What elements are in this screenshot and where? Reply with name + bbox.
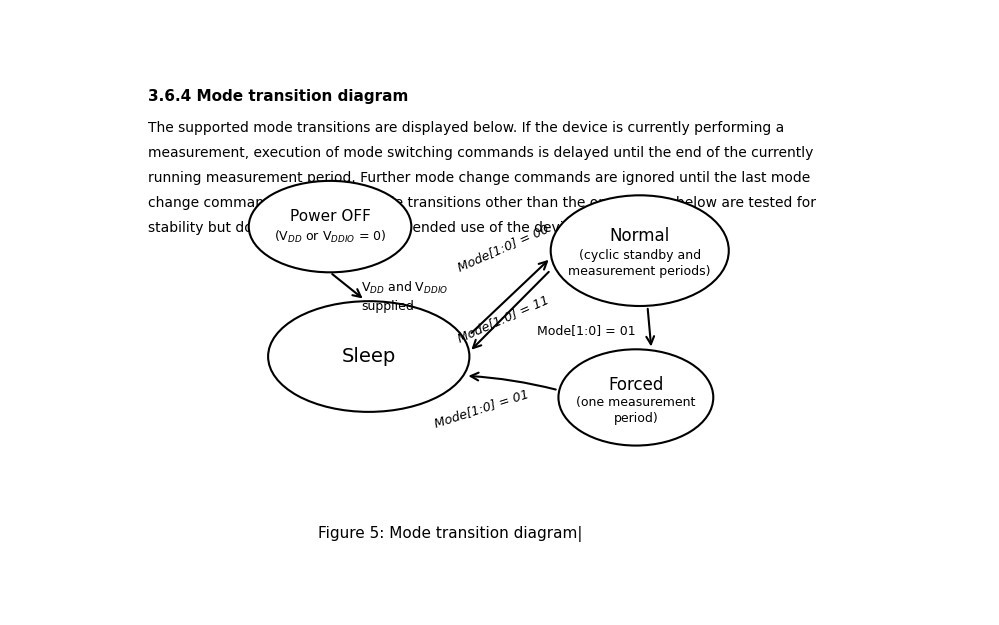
Text: Mode[1:0] = 01: Mode[1:0] = 01 bbox=[537, 324, 636, 336]
Text: Forced: Forced bbox=[608, 376, 663, 394]
Text: Mode[1:0] = 01: Mode[1:0] = 01 bbox=[433, 387, 529, 429]
Text: measurement periods): measurement periods) bbox=[568, 266, 711, 278]
Text: change command is executed. Mode transitions other than the ones shown below are: change command is executed. Mode transit… bbox=[148, 196, 816, 210]
Text: 3.6.4 Mode transition diagram: 3.6.4 Mode transition diagram bbox=[148, 89, 409, 104]
Text: Sleep: Sleep bbox=[342, 347, 396, 366]
Text: (V$_{DD}$ or V$_{DDIO}$ = 0): (V$_{DD}$ or V$_{DDIO}$ = 0) bbox=[274, 229, 387, 245]
Text: (one measurement: (one measurement bbox=[576, 396, 695, 409]
Text: Mode[1:0] = 11: Mode[1:0] = 11 bbox=[456, 292, 550, 344]
Text: (cyclic standby and: (cyclic standby and bbox=[578, 249, 700, 262]
Text: V$_{DD}$ and V$_{DDIO}$
supplied: V$_{DD}$ and V$_{DDIO}$ supplied bbox=[361, 279, 449, 312]
Ellipse shape bbox=[550, 195, 729, 306]
Text: period): period) bbox=[613, 412, 658, 424]
Text: measurement, execution of mode switching commands is delayed until the end of th: measurement, execution of mode switching… bbox=[148, 146, 813, 160]
Ellipse shape bbox=[249, 181, 412, 272]
Ellipse shape bbox=[268, 301, 470, 412]
Text: Figure 5: Mode transition diagram|: Figure 5: Mode transition diagram| bbox=[318, 526, 582, 542]
Ellipse shape bbox=[558, 349, 713, 446]
Text: Power OFF: Power OFF bbox=[290, 209, 371, 224]
Text: Normal: Normal bbox=[609, 228, 670, 245]
Text: Mode[1:0] = 00: Mode[1:0] = 00 bbox=[456, 222, 550, 274]
Text: running measurement period. Further mode change commands are ignored until the l: running measurement period. Further mode… bbox=[148, 171, 810, 185]
Text: stability but do not represent recommended use of the device.: stability but do not represent recommend… bbox=[148, 221, 584, 235]
Text: The supported mode transitions are displayed below. If the device is currently p: The supported mode transitions are displ… bbox=[148, 121, 784, 135]
